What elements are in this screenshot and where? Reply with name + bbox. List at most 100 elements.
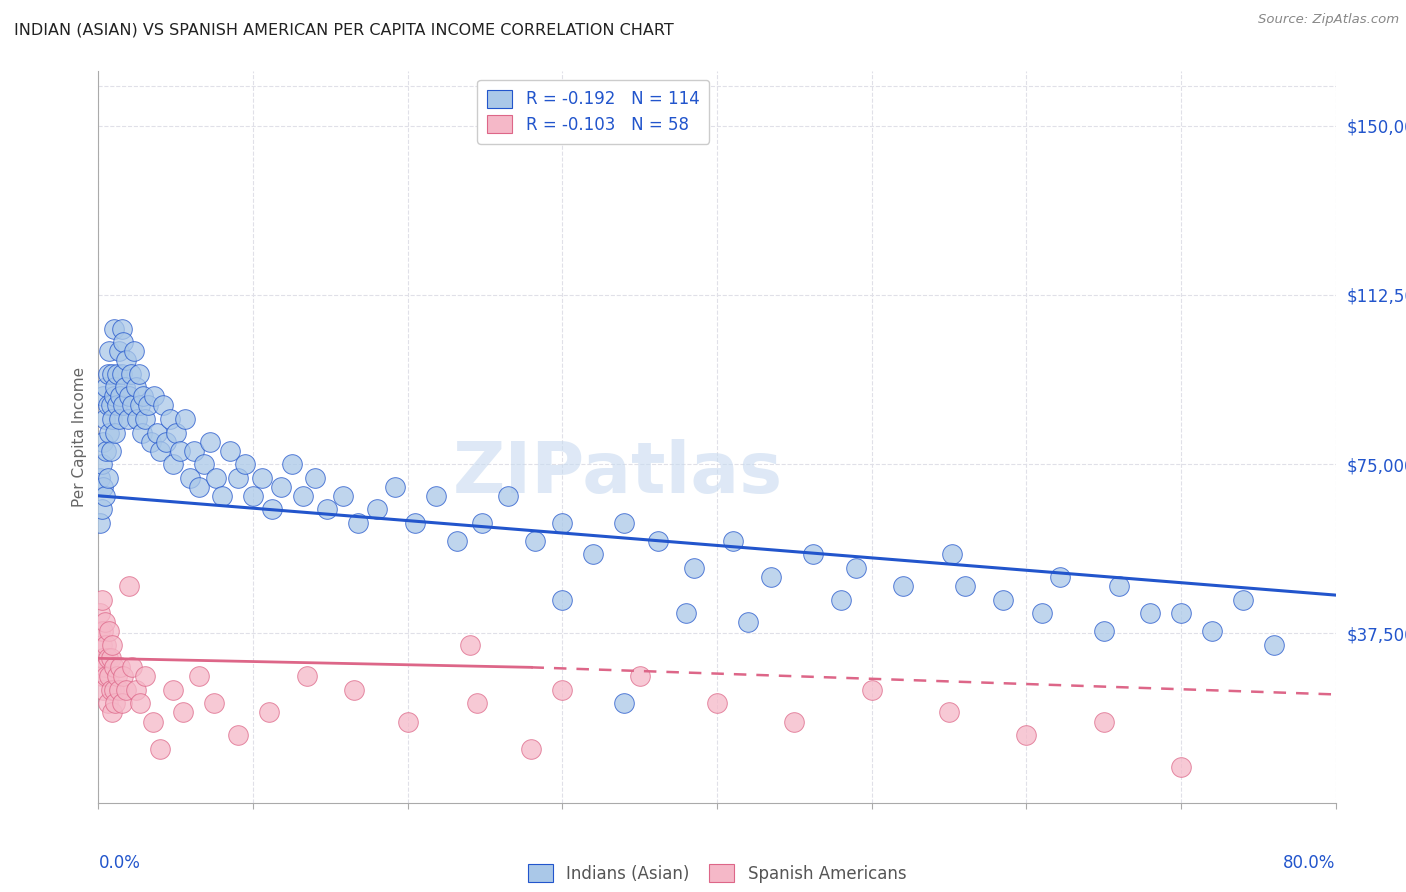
Point <box>198 434 221 449</box>
Point <box>332 489 354 503</box>
Point <box>90 669 112 683</box>
Point <box>260 502 283 516</box>
Point <box>159 412 181 426</box>
Point <box>132 389 155 403</box>
Point <box>89 471 111 485</box>
Point <box>1201 624 1223 639</box>
Point <box>162 682 184 697</box>
Point <box>103 389 125 403</box>
Point <box>458 638 481 652</box>
Point <box>737 615 759 630</box>
Point <box>183 443 205 458</box>
Point <box>103 322 125 336</box>
Point <box>91 434 114 449</box>
Point <box>721 533 744 548</box>
Point <box>991 592 1014 607</box>
Point <box>118 579 141 593</box>
Point <box>233 457 257 471</box>
Point <box>101 412 124 426</box>
Point <box>101 706 124 720</box>
Point <box>103 660 125 674</box>
Point <box>101 367 124 381</box>
Point <box>96 669 118 683</box>
Point <box>97 697 120 711</box>
Point <box>105 367 128 381</box>
Point <box>103 682 125 697</box>
Point <box>405 516 427 530</box>
Point <box>1170 606 1192 620</box>
Point <box>93 615 115 630</box>
Point <box>100 682 122 697</box>
Point <box>582 548 605 562</box>
Point <box>146 425 169 440</box>
Point <box>938 706 960 720</box>
Point <box>165 425 187 440</box>
Point <box>139 434 162 449</box>
Point <box>155 434 177 449</box>
Point <box>105 399 128 413</box>
Point <box>297 669 319 683</box>
Y-axis label: Per Capita Income: Per Capita Income <box>72 367 87 508</box>
Point <box>91 682 114 697</box>
Point <box>551 592 574 607</box>
Point <box>124 380 146 394</box>
Point <box>111 322 132 336</box>
Point <box>100 399 122 413</box>
Point <box>270 480 292 494</box>
Point <box>112 335 135 350</box>
Text: Source: ZipAtlas.com: Source: ZipAtlas.com <box>1258 13 1399 27</box>
Point <box>1170 760 1192 774</box>
Point <box>675 606 697 620</box>
Point <box>205 471 228 485</box>
Point <box>891 579 914 593</box>
Point <box>830 592 852 607</box>
Point <box>98 425 121 440</box>
Text: 0.0%: 0.0% <box>98 854 141 872</box>
Point <box>111 697 132 711</box>
Point <box>101 638 124 652</box>
Point <box>179 471 201 485</box>
Point <box>304 471 326 485</box>
Point <box>706 697 728 711</box>
Point <box>124 682 146 697</box>
Legend: Indians (Asian), Spanish Americans: Indians (Asian), Spanish Americans <box>522 857 912 889</box>
Point <box>131 425 153 440</box>
Point <box>683 561 706 575</box>
Point <box>108 389 131 403</box>
Point <box>204 697 226 711</box>
Point <box>120 367 142 381</box>
Point <box>193 457 215 471</box>
Point <box>122 344 145 359</box>
Point <box>104 697 127 711</box>
Point <box>97 399 120 413</box>
Point <box>100 443 122 458</box>
Point <box>93 660 115 674</box>
Point <box>941 548 963 562</box>
Point <box>174 412 197 426</box>
Point <box>783 714 806 729</box>
Point <box>127 412 149 426</box>
Point <box>96 443 118 458</box>
Point <box>108 660 131 674</box>
Point <box>91 389 114 403</box>
Point <box>551 516 574 530</box>
Point <box>90 457 112 471</box>
Point <box>90 592 112 607</box>
Point <box>523 533 546 548</box>
Point <box>396 714 419 729</box>
Point <box>107 344 129 359</box>
Text: ZIPatlas: ZIPatlas <box>453 439 783 508</box>
Point <box>1049 570 1071 584</box>
Point <box>96 638 118 652</box>
Point <box>188 480 211 494</box>
Point <box>761 570 783 584</box>
Point <box>89 516 111 530</box>
Point <box>252 471 274 485</box>
Point <box>98 624 121 639</box>
Point <box>112 669 135 683</box>
Point <box>93 412 115 426</box>
Point <box>316 502 339 516</box>
Point <box>91 624 114 639</box>
Point <box>471 516 494 530</box>
Point <box>953 579 976 593</box>
